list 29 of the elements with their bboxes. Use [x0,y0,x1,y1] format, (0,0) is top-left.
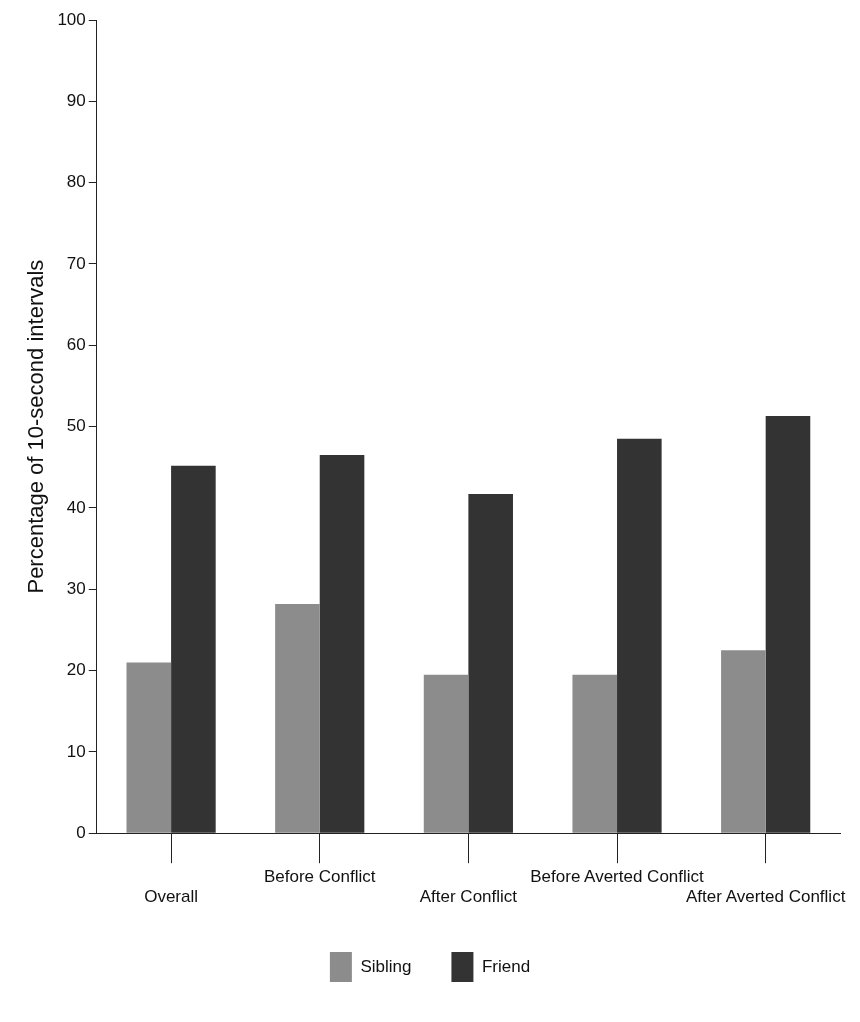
y-tick-label: 80 [66,172,86,192]
y-tick-label: 10 [66,741,86,761]
x-tick-label: Overall [144,887,199,907]
x-tick-label: After Averted Conflict [685,887,846,907]
bar [126,662,172,833]
bar [468,494,513,833]
bar [275,603,320,833]
x-tick-label: Before Averted Conflict [530,867,705,887]
bar [765,416,811,833]
y-tick-label: 0 [76,822,86,842]
y-tick-label: 30 [66,578,86,598]
y-tick-label: 40 [66,497,86,517]
legend-label: Sibling [360,956,412,976]
bar [572,674,618,833]
y-tick-label: 60 [66,334,86,354]
y-tick-label: 100 [57,9,86,29]
y-tick-label: 50 [66,416,86,436]
bar [721,650,766,833]
bar [617,438,662,833]
y-tick-label: 20 [66,660,86,680]
bar [423,674,469,833]
bar [171,465,216,833]
y-axis-title: Percentage of 10-second intervals [23,259,49,594]
bar [319,455,365,833]
x-tick-label: Before Conflict [263,867,376,887]
x-tick-label: After Conflict [419,887,518,907]
y-tick-label: 90 [66,91,86,111]
legend-label: Friend [481,956,531,976]
y-tick-label: 70 [66,253,86,273]
